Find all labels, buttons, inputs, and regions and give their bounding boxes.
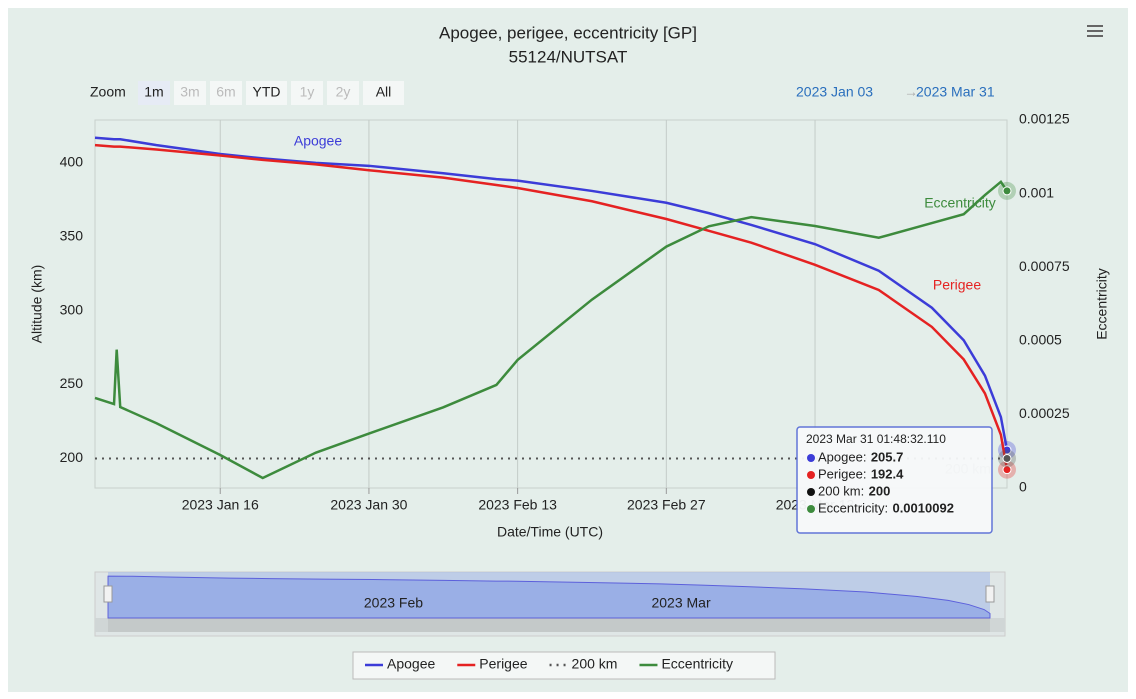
tooltip-colon: : (884, 500, 888, 515)
tooltip-name: Perigee (818, 466, 863, 481)
chart-title: Apogee, perigee, eccentricity [GP] (439, 23, 697, 42)
zoom-button-label[interactable]: YTD (253, 84, 281, 100)
y-tick-label: 200 (60, 449, 84, 465)
tooltip-time: 2023 Mar 31 01:48:32.110 (806, 432, 946, 446)
tooltip-dot (807, 454, 815, 462)
navigator-tick-label: 2023 Feb (364, 595, 423, 611)
x-tick-label: 2023 Feb 27 (627, 497, 706, 513)
navigator-handle[interactable] (985, 585, 995, 603)
zoom-button[interactable] (246, 81, 287, 105)
zoom-button-label[interactable]: 2y (336, 84, 351, 100)
series-label: Perigee (933, 277, 981, 293)
tooltip-colon: : (861, 483, 865, 498)
navigator-tick-label: 2023 Mar (651, 595, 710, 611)
x-tick-label: 2023 Jan 16 (182, 497, 259, 513)
y-tick-label: 400 (60, 154, 84, 170)
menu-icon (1087, 25, 1103, 37)
y2-tick-label: 0.00075 (1019, 258, 1070, 274)
y-tick-label: 300 (60, 301, 84, 317)
hover-point (1002, 453, 1012, 463)
range-to[interactable]: 2023 Mar 31 (916, 84, 995, 100)
zoom-button-label[interactable]: 6m (216, 84, 235, 100)
navigator-series (107, 575, 991, 619)
y2-tick-label: 0 (1019, 479, 1027, 495)
y-tick-label: 250 (60, 375, 84, 391)
tooltip-name: Eccentricity (818, 500, 885, 515)
y2-axis-title: Eccentricity (1094, 268, 1110, 340)
series-label: Apogee (294, 133, 342, 149)
hover-point (1002, 186, 1012, 196)
navigator-handle[interactable] (103, 585, 113, 603)
tooltip-value: 0.0010092 (892, 500, 953, 515)
hover-point (1002, 465, 1012, 475)
zoom-button[interactable] (174, 81, 206, 105)
legend-label[interactable]: 200 km (572, 656, 618, 672)
zoom-button[interactable] (138, 81, 170, 105)
zoom-button[interactable] (327, 81, 359, 105)
x-axis-title: Date/Time (UTC) (497, 524, 603, 540)
tooltip-dot (807, 488, 815, 496)
y-axis-title: Altitude (km) (29, 265, 45, 344)
x-tick-label: 2023 Jan 30 (330, 497, 407, 513)
plot-area (94, 119, 1008, 489)
y2-tick-label: 0.001 (1019, 184, 1054, 200)
y2-tick-label: 0.00025 (1019, 405, 1070, 421)
series-line (94, 143, 1009, 470)
tooltip-colon: : (863, 449, 867, 464)
legend-label[interactable]: Perigee (479, 656, 527, 672)
scrollbar-thumb[interactable] (108, 618, 990, 632)
range-from[interactable]: 2023 Jan 03 (796, 84, 873, 100)
series-line (94, 179, 1009, 480)
legend-label[interactable]: Apogee (387, 656, 435, 672)
tooltip-colon: : (863, 466, 867, 481)
y-tick-label: 350 (60, 227, 84, 243)
zoom-button-label[interactable]: 1y (300, 84, 315, 100)
x-tick-label: 2023 Feb 13 (478, 497, 557, 513)
range-dash: → (904, 84, 918, 100)
menu-button[interactable] (1084, 22, 1106, 40)
tooltip-name: Apogee (818, 449, 863, 464)
zoom-button[interactable] (291, 81, 323, 105)
zoom-button-label[interactable]: All (376, 84, 392, 100)
tooltip-value: 192.4 (871, 466, 904, 481)
y2-tick-label: 0.00125 (1019, 111, 1070, 127)
tooltip-value: 205.7 (871, 449, 904, 464)
legend-label[interactable]: Eccentricity (661, 656, 733, 672)
tooltip-dot (807, 505, 815, 513)
series-label: Eccentricity (924, 195, 996, 211)
y2-tick-label: 0.0005 (1019, 332, 1062, 348)
zoom-button[interactable] (363, 81, 404, 105)
zoom-button[interactable] (210, 81, 242, 105)
zoom-button-label[interactable]: 3m (180, 84, 199, 100)
tooltip-value: 200 (869, 483, 891, 498)
chart-subtitle: 55124/NUTSAT (509, 47, 628, 66)
zoom-button-label[interactable]: 1m (144, 84, 163, 100)
tooltip-dot (807, 471, 815, 479)
tooltip-name: 200 km (818, 483, 861, 498)
tooltip (796, 426, 993, 534)
series-line (94, 136, 1009, 451)
zoom-label: Zoom (90, 84, 126, 100)
